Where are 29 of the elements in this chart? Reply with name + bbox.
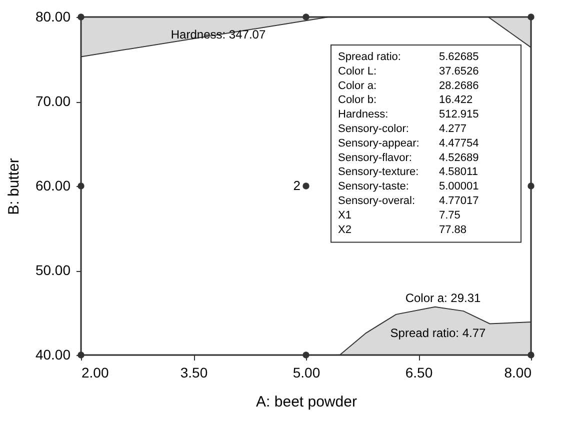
x-tick-label: 3.50 [180,364,208,380]
text: Spread ratio: 5.62685 [338,51,479,63]
text: X2 77.88 [338,224,467,236]
text: Color b: 16.422 [338,94,473,106]
text: Sensory-flavor: 4.52689 [338,152,479,164]
text: Sensory-texture: 4.58011 [338,166,478,178]
text: Sensory-taste: 5.00001 [338,180,479,193]
x-tick-label: 5.00 [292,364,320,380]
x-tick-label: 8.00 [504,364,532,380]
annotation: Hardness: 347.07 [170,28,266,42]
text: Sensory-color: 4.277 [338,123,467,135]
x-tick-label: 6.50 [405,364,433,380]
text: Color L: 37.6526 [338,65,479,78]
x-tick-label: 2.00 [82,364,109,380]
y-tick-label: 80.00 [35,8,71,24]
y-tick-label: 70.00 [35,93,71,109]
text: X1 7.75 [338,209,460,222]
x-axis-title: A: beet powder [256,394,357,410]
annotation: 2 [293,178,300,193]
y-tick-label: 60.00 [35,178,71,194]
annotation: Color a: 29.31 [405,291,482,305]
y-axis-title: B: butter [5,158,22,215]
text: Hardness: 512.915 [338,108,479,121]
annotation: Spread ratio: 4.77 [390,326,486,340]
text: Color a: 28.2686 [338,80,479,92]
text: Sensory-overal: 4.77017 [338,195,479,207]
y-tick-label: 40.00 [35,346,71,362]
text: Sensory-appear: 4.47754 [338,137,479,150]
y-tick-label: 50.00 [35,262,71,278]
